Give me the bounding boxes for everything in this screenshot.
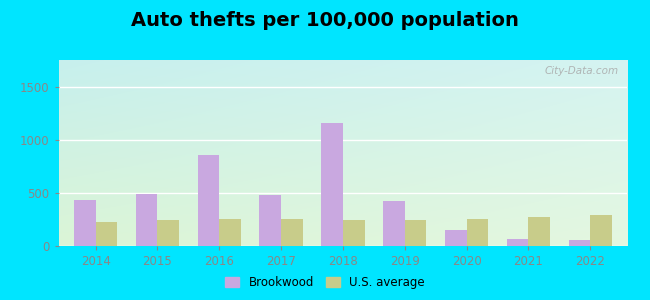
Bar xyxy=(136,194,157,246)
Bar xyxy=(157,220,179,246)
Bar xyxy=(507,239,528,246)
Bar xyxy=(321,123,343,246)
Bar xyxy=(219,219,241,246)
Bar xyxy=(281,219,303,246)
Text: City-Data.com: City-Data.com xyxy=(545,66,619,76)
Bar xyxy=(74,200,96,246)
Bar xyxy=(343,220,365,246)
Text: Auto thefts per 100,000 population: Auto thefts per 100,000 population xyxy=(131,11,519,29)
Bar xyxy=(445,230,467,246)
Bar xyxy=(467,219,488,246)
Bar xyxy=(96,222,117,246)
Bar xyxy=(528,217,550,246)
Legend: Brookwood, U.S. average: Brookwood, U.S. average xyxy=(220,272,430,294)
Bar xyxy=(590,215,612,246)
Bar xyxy=(405,220,426,246)
Bar xyxy=(198,155,219,246)
Bar xyxy=(259,195,281,246)
Bar xyxy=(383,201,405,246)
Bar xyxy=(569,240,590,246)
